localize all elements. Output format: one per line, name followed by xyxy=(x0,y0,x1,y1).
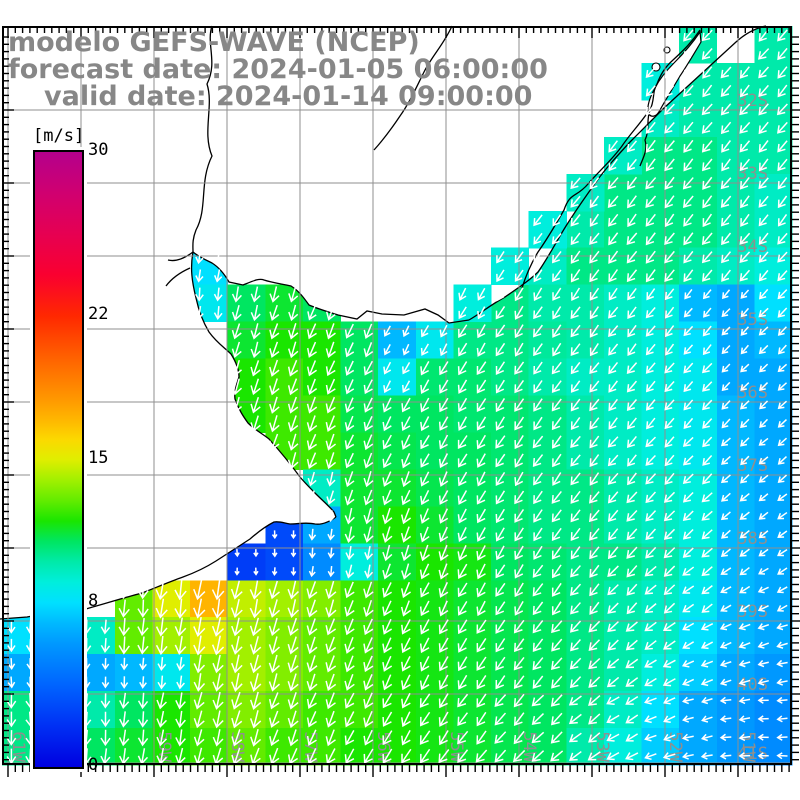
colorbar-unit-label: [m/s] xyxy=(33,126,85,146)
colorbar xyxy=(33,150,84,769)
lon-label: 52W xyxy=(665,731,685,762)
valid-date: valid date: 2024-01-14 09:00:00 xyxy=(44,81,533,112)
lon-label: 57W xyxy=(300,731,320,762)
lat-label: 39S xyxy=(737,602,768,622)
lon-label: 51W xyxy=(738,731,758,762)
coastline xyxy=(0,25,767,620)
wind-arrows xyxy=(6,29,788,766)
lat-label: 40S xyxy=(737,675,768,695)
colorbar-tick-30: 30 xyxy=(88,140,109,160)
forecast-date: forecast date: 2024-01-05 06:00:00 xyxy=(8,54,548,85)
colorbar-tick-8: 8 xyxy=(88,591,99,611)
lat-label: 33S xyxy=(737,164,768,184)
lon-label: 59W xyxy=(154,731,174,762)
lagoon-cells xyxy=(453,26,718,323)
map-frame xyxy=(2,26,800,777)
land-areas xyxy=(0,26,766,619)
lon-label: 61W xyxy=(8,731,28,762)
lat-label: 41S xyxy=(737,744,768,764)
colorbar-tick-0: 0 xyxy=(88,755,99,775)
colorbar-tick-15: 15 xyxy=(88,447,109,468)
model-title: modelo GEFS-WAVE (NCEP) xyxy=(8,27,420,58)
colorbar-tick-22: 22 xyxy=(88,304,109,324)
